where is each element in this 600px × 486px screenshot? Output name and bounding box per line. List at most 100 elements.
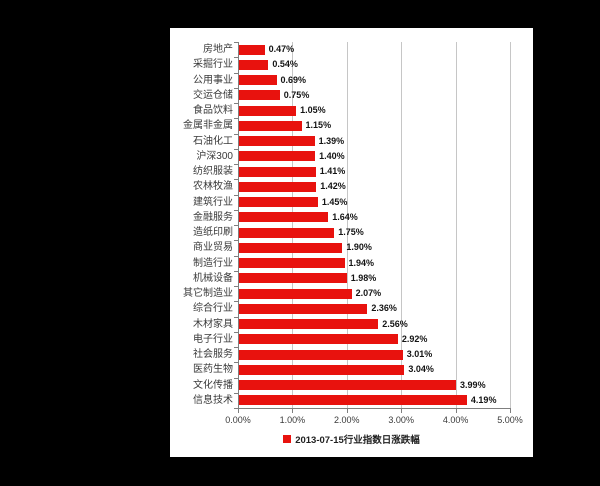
value-label: 4.19% bbox=[470, 394, 497, 405]
category-label: 农林牧渔 bbox=[193, 181, 233, 193]
bar bbox=[239, 319, 379, 330]
category-label: 信息技术 bbox=[193, 394, 233, 406]
x-axis-tick-label: 1.00% bbox=[279, 415, 306, 425]
category-label: 公用事业 bbox=[193, 74, 233, 86]
bar bbox=[239, 227, 335, 238]
bar bbox=[239, 364, 405, 375]
category-label: 造纸印刷 bbox=[193, 227, 233, 238]
category-axis-tick bbox=[234, 347, 238, 348]
x-axis-tick-label: 2.00% bbox=[334, 415, 360, 425]
bar bbox=[239, 136, 315, 147]
category-axis-tick bbox=[234, 57, 238, 59]
category-axis-tick bbox=[234, 225, 238, 226]
category-label: 沪深300 bbox=[196, 150, 233, 162]
category-label: 社会服务 bbox=[193, 349, 233, 360]
category-label: 医药生物 bbox=[193, 364, 233, 376]
category-label: 综合行业 bbox=[193, 303, 233, 315]
value-label: 1.39% bbox=[318, 135, 345, 146]
category-axis-tick bbox=[234, 148, 238, 150]
value-label: 1.90% bbox=[346, 242, 372, 253]
value-label: 0.47% bbox=[268, 44, 295, 54]
x-axis-tick bbox=[401, 409, 403, 413]
category-label: 交运仓储 bbox=[193, 89, 233, 101]
value-label: 1.05% bbox=[300, 105, 326, 115]
chart-panel: 2013-07-15行业指数日涨跌幅 0.00% 1.00% 2.00% 3.00% 4… bbox=[170, 28, 533, 457]
category-axis-tick bbox=[234, 316, 238, 318]
value-label: 1.45% bbox=[321, 196, 348, 207]
bar bbox=[239, 212, 329, 223]
bar bbox=[239, 334, 398, 345]
major-gridline bbox=[455, 42, 457, 408]
value-label: 2.36% bbox=[371, 303, 397, 314]
value-label: 1.41% bbox=[319, 166, 346, 176]
bar bbox=[239, 197, 318, 208]
category-label: 金融服务 bbox=[193, 211, 233, 223]
x-axis-tick bbox=[510, 409, 511, 413]
bar bbox=[239, 395, 467, 406]
category-label: 其它制造业 bbox=[183, 288, 233, 299]
category-axis-tick bbox=[234, 362, 238, 364]
category-axis-tick bbox=[234, 164, 238, 165]
major-gridline bbox=[346, 42, 348, 408]
value-label: 3.04% bbox=[408, 364, 434, 375]
bar bbox=[239, 166, 316, 177]
category-axis-tick bbox=[234, 209, 238, 211]
category-label: 文化传播 bbox=[193, 379, 233, 391]
category-label: 金属非金属 bbox=[183, 120, 233, 132]
bar bbox=[239, 258, 345, 269]
value-label: 3.01% bbox=[406, 349, 433, 359]
category-axis-tick bbox=[234, 377, 238, 379]
value-label: 1.42% bbox=[320, 181, 346, 192]
x-axis-tick bbox=[238, 409, 239, 413]
category-label: 纺织服装 bbox=[193, 166, 233, 177]
bar bbox=[239, 349, 403, 360]
category-axis-tick bbox=[234, 179, 238, 181]
x-axis-tick-label: 4.00% bbox=[442, 415, 469, 425]
category-label: 建筑行业 bbox=[193, 196, 233, 208]
category-axis-tick bbox=[234, 240, 238, 242]
category-axis-tick bbox=[234, 331, 238, 333]
legend-swatch-icon bbox=[283, 435, 292, 443]
category-label: 食品饮料 bbox=[193, 105, 233, 116]
value-label: 2.56% bbox=[382, 318, 408, 329]
value-label: 1.94% bbox=[348, 257, 375, 268]
value-label: 1.75% bbox=[338, 227, 364, 237]
category-axis-tick bbox=[234, 301, 238, 303]
bar bbox=[239, 242, 343, 253]
category-label: 商业贸易 bbox=[193, 242, 233, 254]
bar bbox=[239, 288, 352, 299]
value-label: 1.40% bbox=[319, 150, 345, 161]
bar bbox=[239, 90, 280, 101]
value-label: 0.69% bbox=[280, 74, 307, 85]
bar bbox=[239, 273, 347, 284]
bar bbox=[239, 105, 297, 116]
bar bbox=[239, 303, 368, 314]
category-axis-tick bbox=[234, 72, 238, 74]
value-label: 2.07% bbox=[355, 288, 382, 298]
y-axis-line bbox=[238, 42, 239, 409]
category-label: 制造行业 bbox=[193, 257, 233, 269]
bar bbox=[239, 44, 265, 55]
value-label: 0.75% bbox=[283, 89, 310, 100]
x-axis-tick bbox=[455, 409, 457, 413]
category-axis-tick bbox=[234, 194, 238, 196]
category-label: 木材家具 bbox=[193, 318, 233, 330]
value-label: 1.98% bbox=[350, 272, 377, 283]
value-label: 2.92% bbox=[401, 333, 428, 344]
major-gridline bbox=[401, 42, 403, 408]
category-axis-tick bbox=[234, 408, 238, 409]
major-gridline bbox=[292, 42, 294, 408]
category-axis-tick bbox=[234, 286, 238, 287]
category-label: 电子行业 bbox=[193, 333, 233, 345]
category-axis-tick bbox=[234, 255, 238, 257]
major-gridline bbox=[510, 42, 511, 408]
category-axis-tick bbox=[234, 42, 238, 43]
category-axis-tick bbox=[234, 392, 238, 394]
category-axis-tick bbox=[234, 118, 238, 120]
x-axis-tick bbox=[346, 409, 348, 413]
category-axis-tick bbox=[234, 270, 238, 272]
bar bbox=[239, 59, 269, 70]
bar bbox=[239, 380, 457, 391]
x-axis-tick-label: 5.00% bbox=[497, 415, 523, 425]
